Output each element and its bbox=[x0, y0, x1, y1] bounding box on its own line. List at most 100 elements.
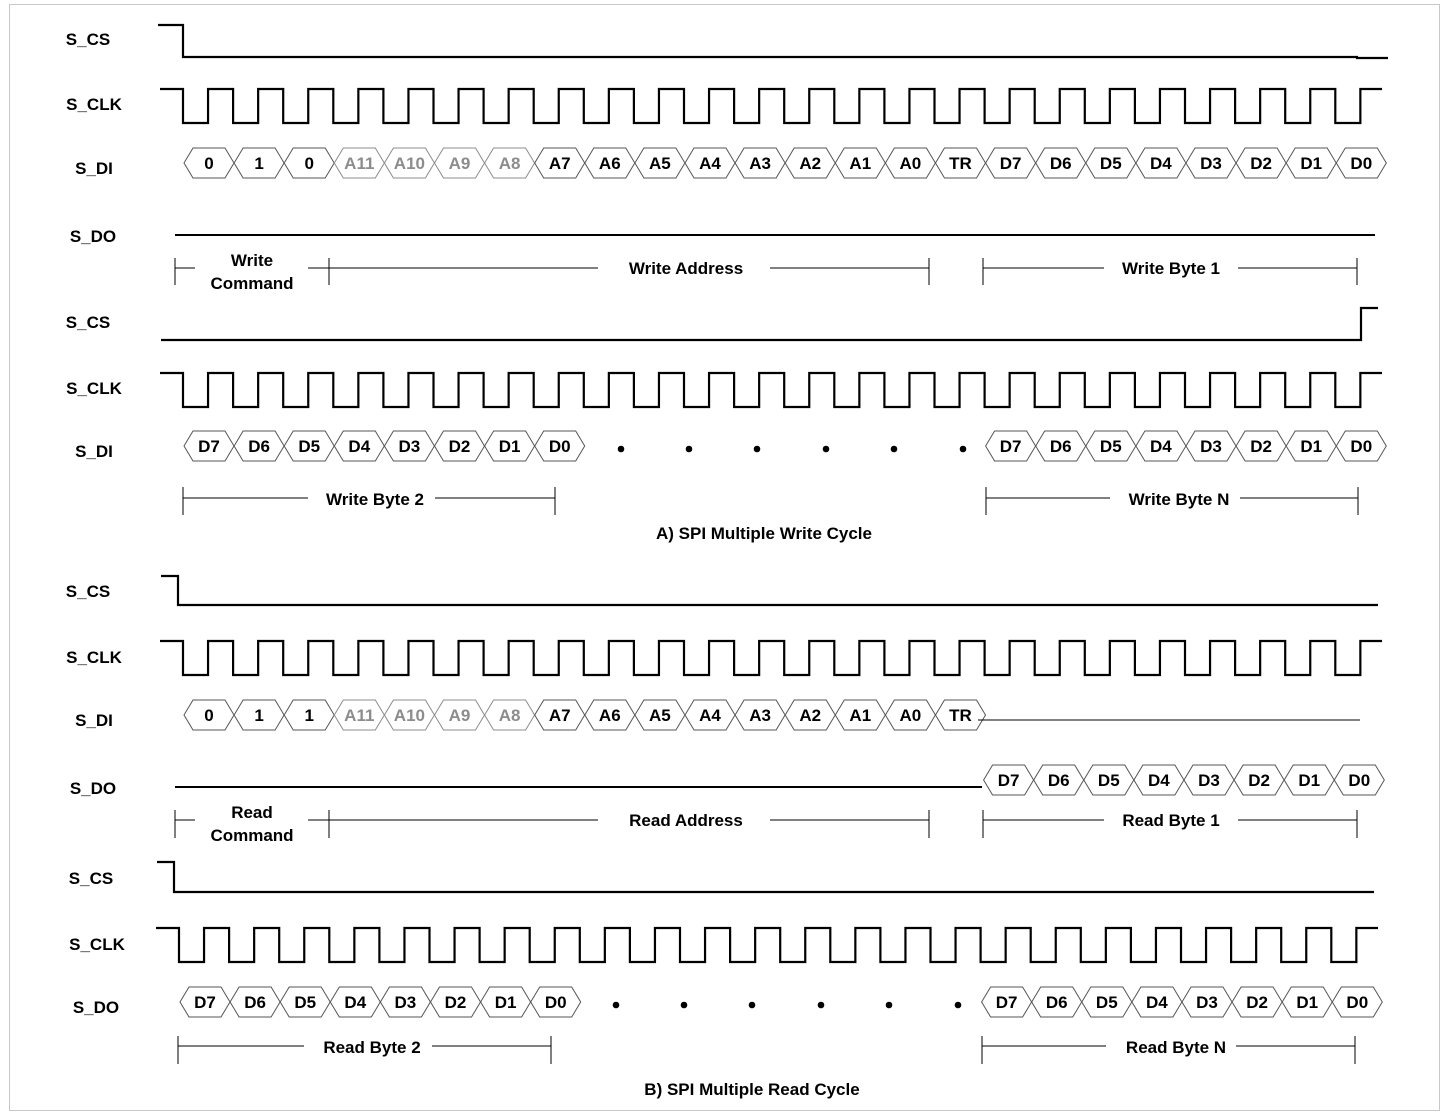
signal-label-s-cs: S_CS bbox=[66, 582, 110, 601]
bit-cell bbox=[1331, 986, 1383, 1018]
span-read-address: Read Address bbox=[329, 810, 930, 838]
signal-label-s-di: S_DI bbox=[75, 711, 113, 730]
span-label-line2: Command bbox=[210, 274, 293, 293]
bit-label: D2 bbox=[1246, 993, 1268, 1012]
bit-label: D1 bbox=[1296, 993, 1318, 1012]
bit-label: D5 bbox=[1096, 993, 1118, 1012]
signal-label-s-di: S_DI bbox=[75, 442, 113, 461]
bit-label: A11 bbox=[344, 154, 374, 173]
bit-label: A2 bbox=[799, 706, 821, 725]
bit-label: A1 bbox=[849, 154, 871, 173]
di-bit-row-last-byte: D7 D6 D5 D4 D3 D2 D1 D0 bbox=[985, 430, 1387, 462]
bit-label: A5 bbox=[649, 706, 671, 725]
bit-label: D2 bbox=[1250, 154, 1272, 173]
bit-label: 1 bbox=[254, 154, 263, 173]
signal-label-s-clk: S_CLK bbox=[66, 379, 122, 398]
span-read-byte-2: Read Byte 2 bbox=[177, 1036, 552, 1064]
span-write-byte-n: Write Byte N bbox=[985, 487, 1359, 515]
bit-label: D4 bbox=[344, 993, 366, 1012]
bit-label: D4 bbox=[348, 437, 370, 456]
bit-label: D7 bbox=[996, 993, 1018, 1012]
bit-label: D1 bbox=[495, 993, 517, 1012]
bit-label: A8 bbox=[499, 706, 521, 725]
bit-label: A7 bbox=[549, 154, 571, 173]
bit-label: D5 bbox=[1100, 437, 1122, 456]
bit-label: D2 bbox=[1248, 771, 1270, 790]
bit-label: D5 bbox=[294, 993, 316, 1012]
bit-label: A6 bbox=[599, 706, 621, 725]
di-bit-row-first-byte: D7 D6 D5 D4 D3 D2 D1 D0 bbox=[183, 430, 586, 462]
span-label: Read Byte 1 bbox=[1122, 811, 1219, 830]
bit-label: D6 bbox=[244, 993, 266, 1012]
bit-label: D4 bbox=[1146, 993, 1168, 1012]
bit-label: D4 bbox=[1150, 437, 1172, 456]
bit-label: 1 bbox=[254, 706, 263, 725]
bit-label: 0 bbox=[304, 154, 313, 173]
bit-label: A10 bbox=[394, 706, 425, 725]
span-label-line2: Command bbox=[210, 826, 293, 845]
bit-label: D1 bbox=[1298, 771, 1320, 790]
bit-label: D0 bbox=[1348, 771, 1370, 790]
bit-label: D7 bbox=[998, 771, 1020, 790]
signal-label-s-cs: S_CS bbox=[69, 869, 113, 888]
span-read-command: Read Command bbox=[174, 803, 330, 845]
bit-label: D2 bbox=[449, 437, 471, 456]
bit-label: 1 bbox=[304, 706, 313, 725]
span-label: Read Address bbox=[629, 811, 743, 830]
bit-label: D0 bbox=[1350, 437, 1372, 456]
caption-section-a: A) SPI Multiple Write Cycle bbox=[656, 524, 872, 543]
continuation-dots bbox=[617, 445, 967, 453]
bit-label: D0 bbox=[1350, 154, 1372, 173]
span-label-line1: Write bbox=[231, 251, 273, 270]
signal-label-s-cs: S_CS bbox=[66, 313, 110, 332]
clock-trace bbox=[156, 926, 1378, 964]
bit-label: D1 bbox=[499, 437, 521, 456]
bit-label: D3 bbox=[1200, 437, 1222, 456]
cs-waveform bbox=[158, 23, 1388, 60]
clk-waveform bbox=[160, 87, 1382, 125]
bit-label: D4 bbox=[1150, 154, 1172, 173]
signal-label-s-do: S_DO bbox=[73, 998, 119, 1017]
clk-waveform bbox=[160, 371, 1382, 409]
bit-label: A3 bbox=[749, 154, 771, 173]
bit-cell bbox=[1335, 430, 1387, 462]
bit-label: D3 bbox=[395, 993, 417, 1012]
bit-cell bbox=[934, 699, 987, 731]
span-read-byte-n: Read Byte N bbox=[981, 1036, 1356, 1064]
bit-label: D6 bbox=[248, 437, 270, 456]
clock-trace bbox=[160, 371, 1382, 409]
span-write-address: Write Address bbox=[329, 258, 930, 285]
clock-trace bbox=[160, 639, 1382, 677]
diagram-border bbox=[9, 4, 1440, 1111]
bit-cell bbox=[534, 430, 586, 462]
bit-label: D7 bbox=[194, 993, 216, 1012]
bit-label: A0 bbox=[900, 706, 922, 725]
bit-label: A1 bbox=[849, 706, 871, 725]
bit-label: D1 bbox=[1300, 437, 1322, 456]
bit-label: D5 bbox=[1100, 154, 1122, 173]
span-write-command: Write Command bbox=[174, 251, 330, 293]
bit-cell bbox=[1333, 764, 1385, 796]
bit-cell bbox=[530, 986, 582, 1018]
bit-label: D3 bbox=[1200, 154, 1222, 173]
span-read-byte-1: Read Byte 1 bbox=[982, 810, 1358, 838]
do-bit-row-last-byte: D7 D6 D5 D4 D3 D2 D1 D0 bbox=[981, 986, 1383, 1018]
di-bit-row: 0 1 1 A11 A10 A9 A8 A7 A6 A5 A4 A3 A2 A1 A0 TR bbox=[183, 699, 987, 731]
span-label: Read Byte 2 bbox=[323, 1038, 420, 1057]
signal-label-s-cs: S_CS bbox=[66, 30, 110, 49]
bit-label: D0 bbox=[1346, 993, 1368, 1012]
bit-label: A4 bbox=[699, 154, 721, 173]
signal-label-s-do: S_DO bbox=[70, 227, 116, 246]
signal-label-s-do: S_DO bbox=[70, 779, 116, 798]
span-label-line1: Read bbox=[231, 803, 273, 822]
bit-label: TR bbox=[949, 154, 972, 173]
cs-waveform bbox=[157, 860, 1374, 894]
clk-waveform bbox=[156, 926, 1378, 964]
bit-label: A3 bbox=[749, 706, 771, 725]
bit-label: D7 bbox=[198, 437, 220, 456]
bit-label: 0 bbox=[204, 706, 213, 725]
signal-label-s-di: S_DI bbox=[75, 159, 113, 178]
bit-label: A8 bbox=[499, 154, 521, 173]
